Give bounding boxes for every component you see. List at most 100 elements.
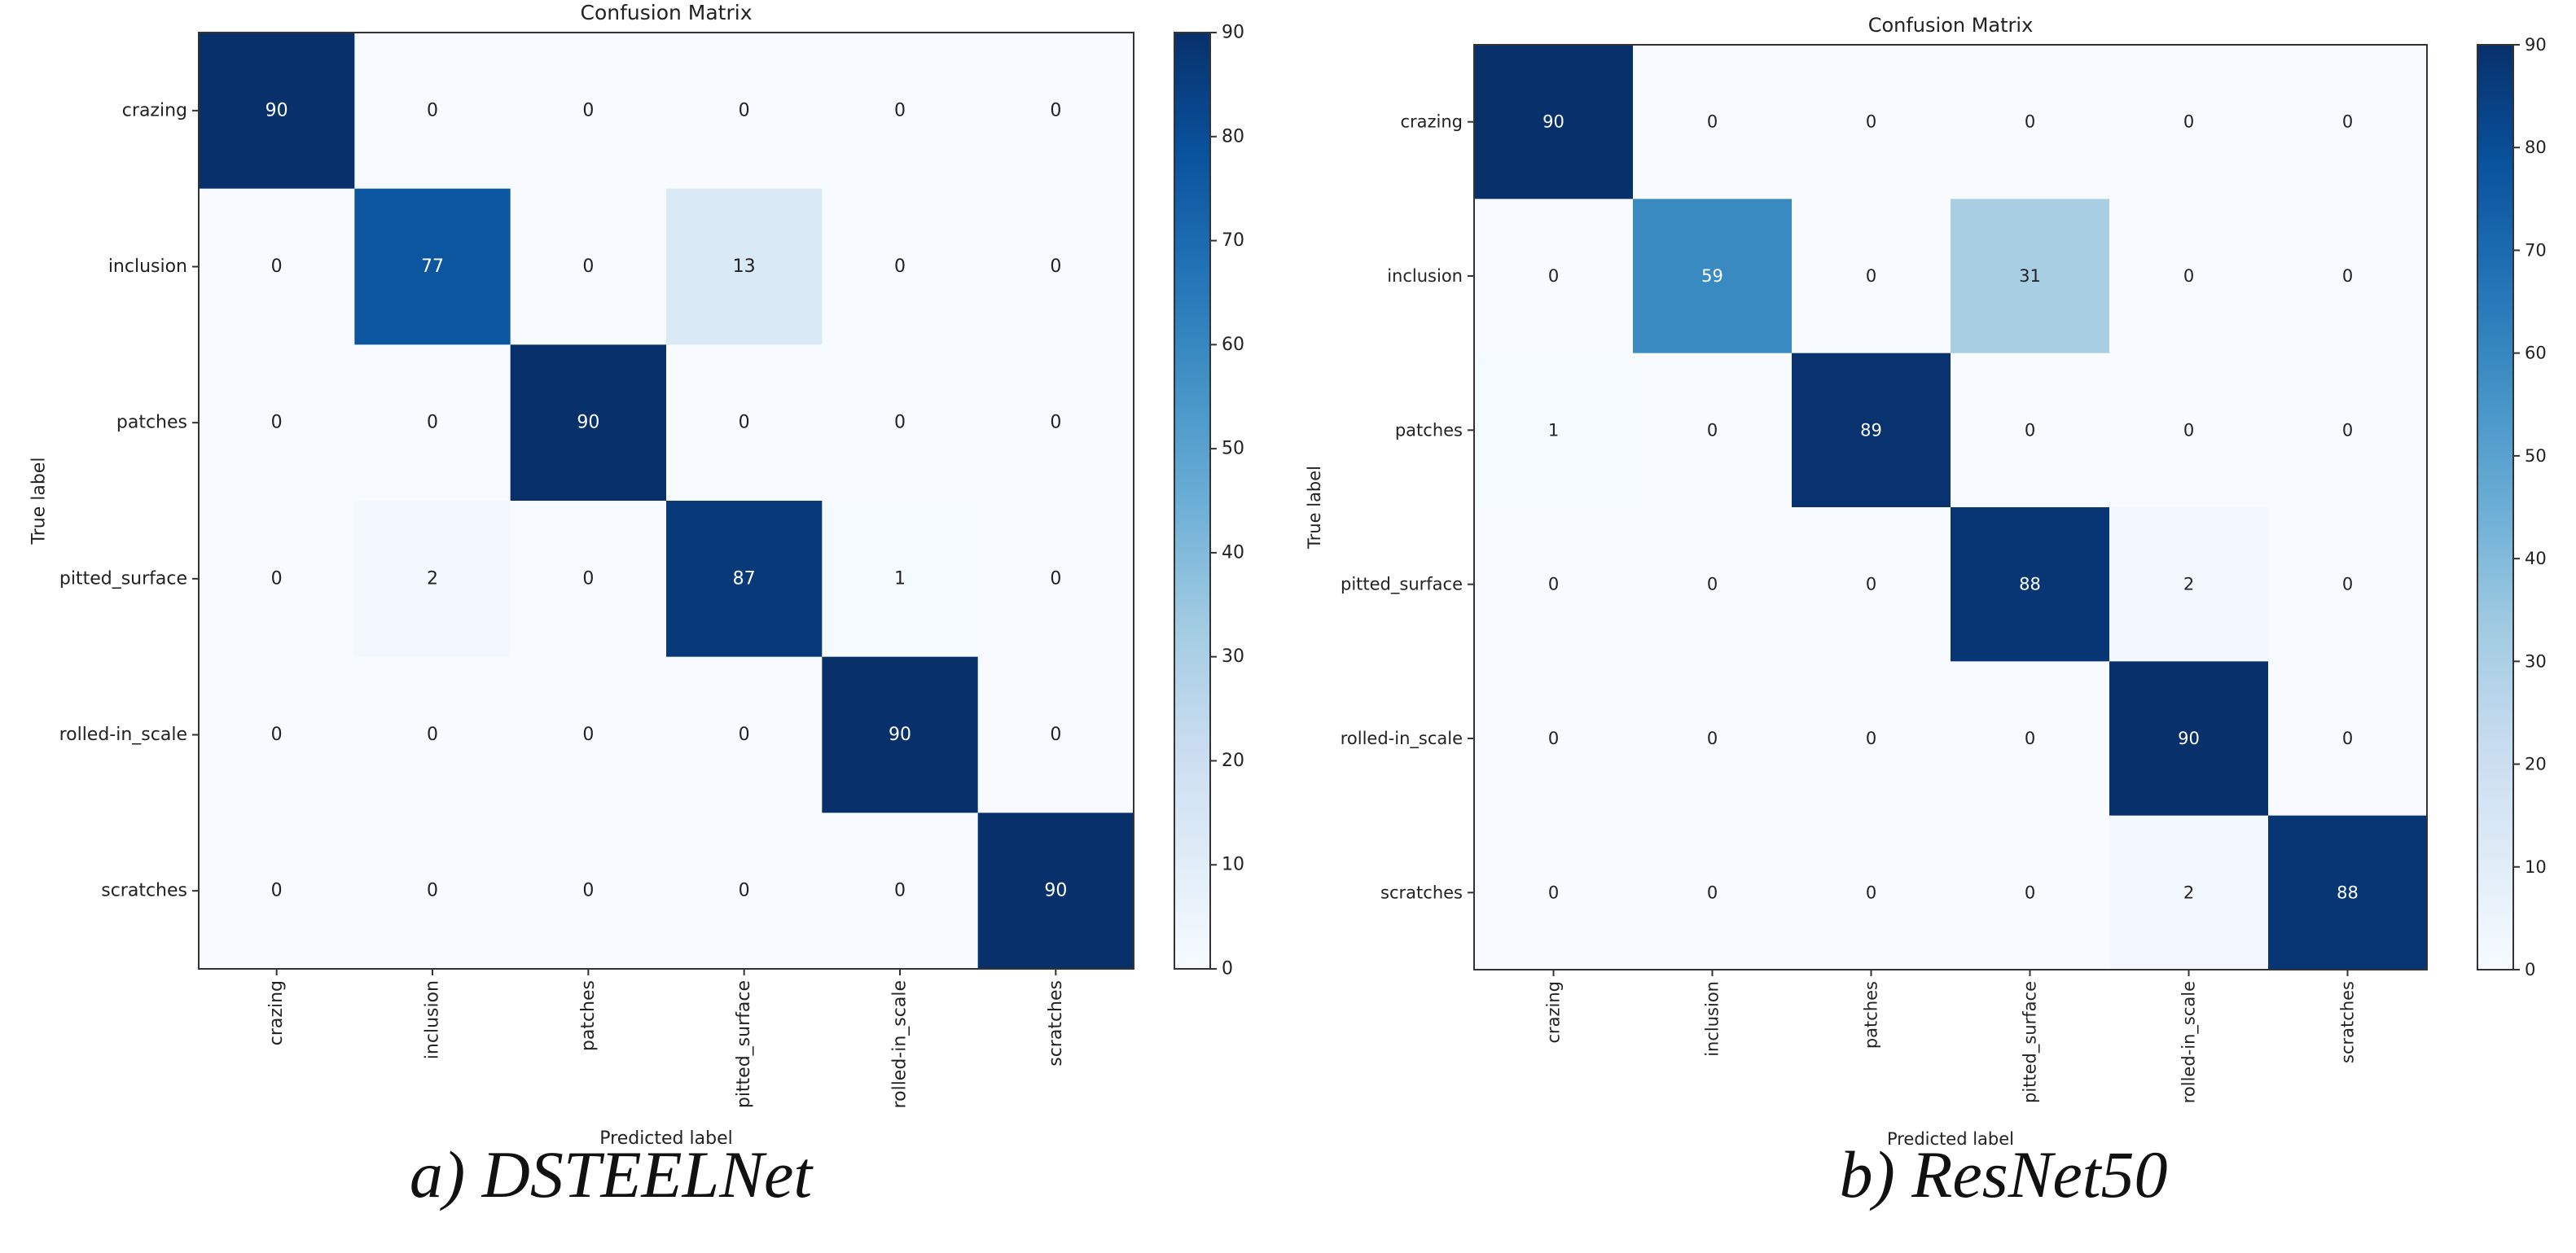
matrix-cell bbox=[1951, 199, 2110, 354]
cell-value-label: 2 bbox=[2183, 883, 2194, 902]
colorbar-tick-label: 40 bbox=[2525, 549, 2547, 568]
cell-value-label: 0 bbox=[271, 725, 283, 745]
cell-value-label: 0 bbox=[1548, 266, 1559, 286]
cell-value-label: 0 bbox=[582, 100, 594, 120]
panel-b-resnet50: 90 0 0 0 0 00 59 0 31 0 01 0 89 0 0 00 0 0 88 2 00 0 0 0 90 00 0 0 0… bbox=[1305, 14, 2547, 1149]
matrix-cell bbox=[666, 188, 823, 345]
cell-value-label: 0 bbox=[427, 881, 438, 901]
colorbar-tick-label: 30 bbox=[2525, 651, 2547, 671]
matrix-cell bbox=[822, 33, 979, 190]
cell-value-label: 0 bbox=[894, 256, 906, 277]
matrix-cell bbox=[1792, 45, 1951, 199]
colorbar-tick-label: 90 bbox=[1222, 23, 1244, 43]
colorbar-tick-label: 80 bbox=[2525, 138, 2547, 157]
matrix-cell bbox=[2268, 199, 2428, 354]
matrix-cell bbox=[1474, 815, 1634, 970]
cell-value-label: 0 bbox=[2183, 112, 2194, 132]
matrix-cell bbox=[977, 344, 1134, 502]
cell-value-label: 0 bbox=[2025, 883, 2035, 902]
matrix-cell bbox=[1474, 661, 1634, 817]
matrix-cell bbox=[199, 813, 355, 970]
colorbar-tick-label: 10 bbox=[2525, 857, 2547, 877]
cell-value-label: 0 bbox=[582, 256, 594, 277]
matrix-cell bbox=[822, 188, 979, 345]
cell-value-label: 0 bbox=[1548, 575, 1559, 594]
x-tick-label: pitted_surface bbox=[2021, 981, 2041, 1103]
matrix-cell bbox=[1792, 815, 1951, 970]
colorbar-tick-label: 20 bbox=[2525, 755, 2547, 774]
matrix-cell bbox=[510, 188, 667, 345]
cell-value-label: 0 bbox=[739, 881, 750, 901]
cell-value-label: 0 bbox=[1866, 575, 1876, 594]
matrix-cell bbox=[822, 344, 979, 502]
colorbar-tick-label: 50 bbox=[2525, 446, 2547, 466]
cell-value-label: 0 bbox=[1707, 883, 1718, 902]
plot-frame bbox=[198, 32, 1134, 970]
matrix-cell bbox=[510, 501, 667, 658]
caption-a: a) DSTEELNet bbox=[409, 1137, 813, 1211]
cell-value-label: 0 bbox=[1050, 725, 1061, 745]
matrix-cell bbox=[354, 656, 511, 813]
cell-value-label: 0 bbox=[1050, 100, 1061, 120]
chart-title: Confusion Matrix bbox=[1868, 14, 2034, 37]
matrix-cell bbox=[666, 344, 823, 502]
cell-value-label: 0 bbox=[2025, 112, 2035, 132]
y-tick-label: inclusion bbox=[108, 256, 187, 277]
y-axis-label: True label bbox=[29, 458, 50, 545]
x-tick-label: inclusion bbox=[1703, 981, 1722, 1057]
matrix-cell bbox=[1792, 661, 1951, 817]
matrix-cell bbox=[2268, 661, 2428, 817]
matrix-cell bbox=[510, 33, 667, 190]
x-tick-label: inclusion bbox=[423, 980, 443, 1059]
matrix-cell bbox=[977, 656, 1134, 813]
cell-value-label: 0 bbox=[427, 413, 438, 433]
matrix-cell bbox=[199, 188, 355, 345]
cell-value-label: 13 bbox=[733, 256, 756, 277]
cell-value-label: 0 bbox=[2025, 420, 2035, 440]
x-tick-label: rolled-in_scale bbox=[2179, 981, 2200, 1103]
cell-value-label: 0 bbox=[2025, 729, 2035, 748]
matrix-cell bbox=[510, 344, 667, 502]
matrix-cell bbox=[2109, 661, 2269, 817]
x-tick-label: patches bbox=[1862, 981, 1881, 1049]
cell-value-label: 0 bbox=[1548, 729, 1559, 748]
matrix-cell bbox=[1474, 45, 1634, 199]
matrix-cell bbox=[2268, 45, 2428, 199]
y-tick-label: patches bbox=[116, 413, 187, 433]
colorbar-tick-label: 70 bbox=[2525, 240, 2547, 260]
matrix-cell bbox=[354, 813, 511, 970]
colorbar-tick-label: 10 bbox=[1222, 855, 1244, 875]
cell-value-label: 0 bbox=[1050, 256, 1061, 277]
matrix-cell bbox=[1633, 45, 1793, 199]
cell-value-label: 0 bbox=[271, 881, 283, 901]
matrix-cell bbox=[1951, 353, 2110, 508]
cell-value-label: 0 bbox=[2183, 266, 2194, 286]
matrix-cell bbox=[2268, 353, 2428, 508]
cell-value-label: 90 bbox=[1044, 881, 1067, 901]
matrix-cell bbox=[2268, 507, 2428, 662]
cell-value-label: 1 bbox=[1548, 420, 1559, 440]
cell-value-label: 2 bbox=[427, 568, 438, 589]
matrix-cell bbox=[199, 344, 355, 502]
matrix-cell bbox=[1792, 507, 1951, 662]
cell-value-label: 59 bbox=[1701, 266, 1723, 286]
matrix-cell bbox=[1633, 199, 1793, 354]
cell-value-label: 0 bbox=[2342, 575, 2353, 594]
y-axis-label: True label bbox=[1305, 466, 1324, 550]
colorbar-tick-label: 60 bbox=[2525, 344, 2547, 363]
x-tick-label: pitted_surface bbox=[734, 980, 754, 1108]
y-tick-label: rolled-in_scale bbox=[59, 725, 187, 745]
colorbar-tick-label: 90 bbox=[2525, 35, 2547, 55]
cell-value-label: 90 bbox=[2178, 729, 2200, 748]
colorbar-tick-label: 30 bbox=[1222, 646, 1244, 667]
matrix-cell bbox=[2109, 507, 2269, 662]
matrix-cell bbox=[2109, 815, 2269, 970]
cell-value-label: 0 bbox=[271, 568, 283, 589]
matrix-cell bbox=[822, 813, 979, 970]
plot-frame bbox=[1473, 44, 2428, 970]
cell-value-label: 0 bbox=[582, 881, 594, 901]
cell-value-label: 31 bbox=[2019, 266, 2041, 286]
matrix-cell bbox=[354, 33, 511, 190]
colorbar-tick-label: 80 bbox=[1222, 126, 1244, 147]
y-tick-label: patches bbox=[1395, 420, 1463, 440]
